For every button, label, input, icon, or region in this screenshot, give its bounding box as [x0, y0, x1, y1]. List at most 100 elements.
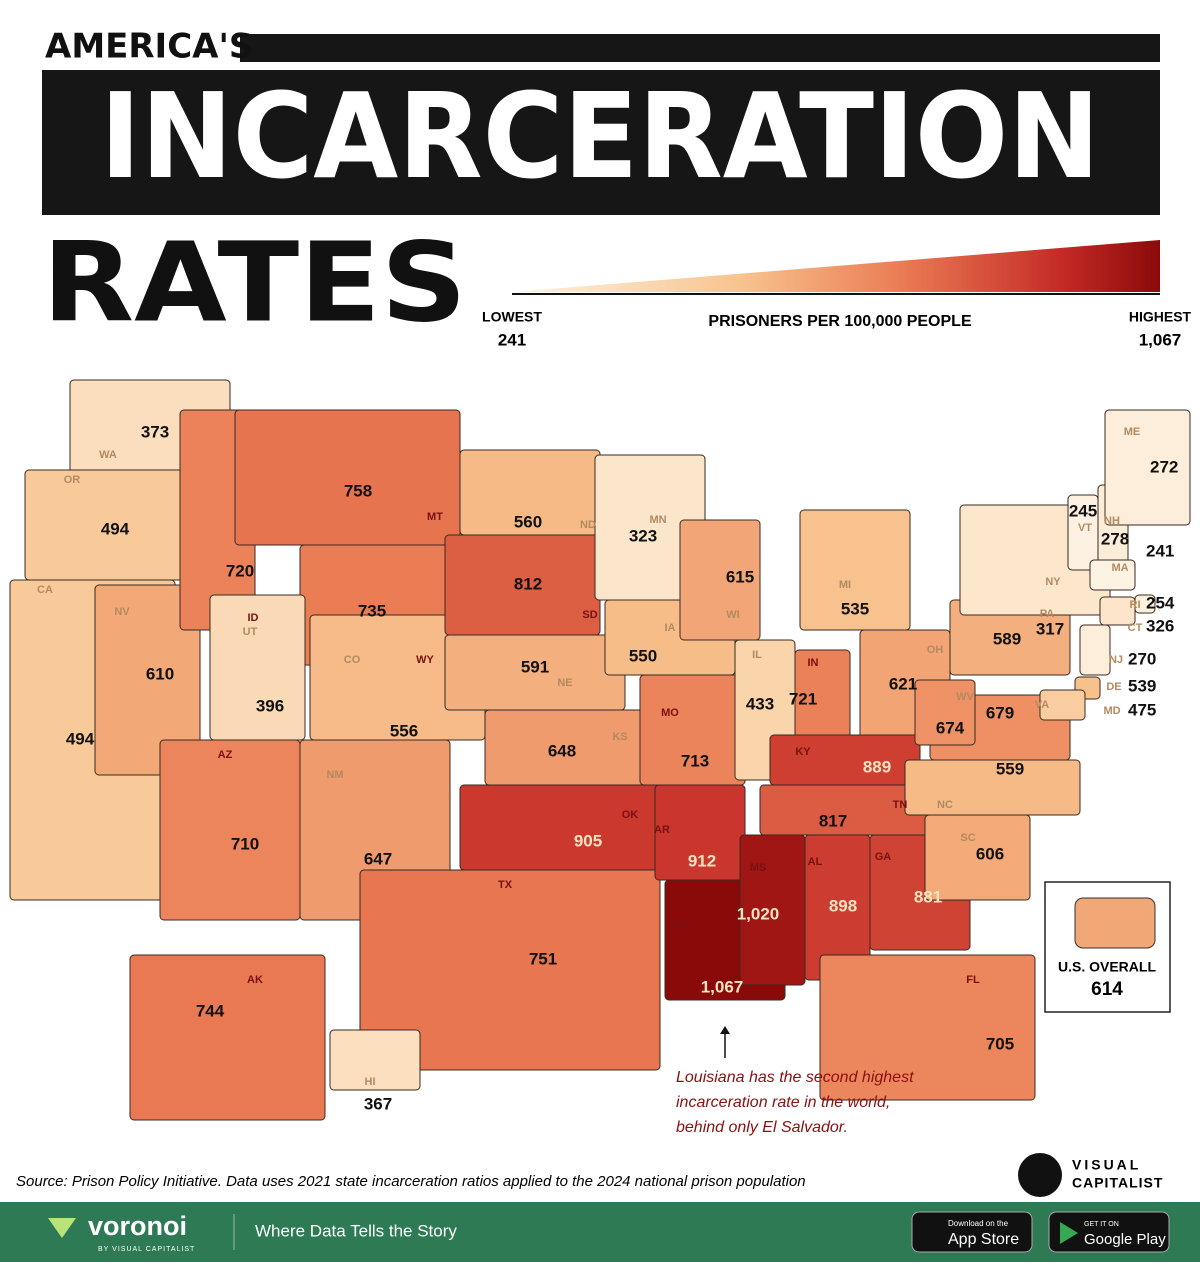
footer-logo: voronoi: [88, 1211, 187, 1241]
state-value: 278: [1101, 529, 1129, 548]
state-value: 721: [789, 689, 817, 708]
legend-low-value: 241: [498, 330, 526, 349]
state-value: 560: [514, 512, 542, 531]
state-abbr: MN: [649, 514, 666, 526]
legend-high-label: HIGHEST: [1129, 309, 1192, 325]
title-bar: [240, 34, 1160, 62]
state-abbr: KY: [795, 746, 811, 758]
state-value: 323: [629, 526, 657, 545]
state-abbr: MA: [1111, 562, 1128, 574]
state-abbr: MI: [839, 579, 851, 591]
state-shape: [1039, 689, 1086, 721]
brand-line2: CAPITALIST: [1072, 1175, 1163, 1191]
state-value: 1,067: [701, 977, 744, 996]
state-shape: [94, 584, 201, 776]
state-shape: [329, 1029, 421, 1091]
state-value: 241: [1146, 541, 1174, 560]
state-abbr: SC: [960, 832, 975, 844]
annotation-line: behind only El Salvador.: [676, 1119, 848, 1136]
state-shape: [1079, 624, 1111, 676]
state-value: 898: [829, 896, 857, 915]
state-abbr: IA: [665, 622, 676, 634]
state-shape: [129, 954, 326, 1121]
state-value: 556: [390, 721, 418, 740]
state-abbr: GA: [875, 851, 892, 863]
state-labels: 373 WA 494 OR 494 CA 610 NV 720 ID 758 MT 735 WY 396 UT…: [37, 422, 1178, 1113]
state-value: 710: [231, 834, 259, 853]
state-abbr: RI: [1130, 599, 1141, 611]
inset-us-shape: [1074, 897, 1156, 949]
state-value: 535: [841, 599, 869, 618]
state-abbr: OH: [927, 644, 944, 656]
state-abbr: VA: [1035, 699, 1050, 711]
state-abbr: NV: [114, 606, 130, 618]
state-value: 1,020: [737, 904, 780, 923]
state-shape: [1099, 596, 1136, 626]
state-abbr: ID: [248, 612, 259, 624]
state-shape: [359, 869, 661, 1071]
state-tiles: [9, 379, 1191, 1121]
state-value: 367: [364, 1094, 392, 1113]
state-abbr: WY: [416, 654, 434, 666]
state-abbr: NH: [1104, 515, 1120, 527]
state-value: 433: [746, 694, 774, 713]
state-abbr: NE: [557, 677, 572, 689]
state-value: 735: [358, 601, 386, 620]
google-small: GET IT ON: [1084, 1221, 1119, 1228]
state-shape: [459, 784, 661, 871]
title-block: [42, 70, 1160, 215]
app-store-text: App Store: [948, 1231, 1019, 1248]
state-value: 912: [688, 851, 716, 870]
state-shape: [1104, 409, 1191, 526]
state-abbr: PA: [1040, 608, 1055, 620]
state-value: 396: [256, 696, 284, 715]
title-line1: AMERICA'S: [45, 27, 253, 67]
state-shape: [914, 679, 976, 746]
state-value: 758: [344, 481, 372, 500]
footer-logo-sub: BY VISUAL CAPITALIST: [98, 1246, 195, 1253]
footer-tagline: Where Data Tells the Story: [255, 1221, 457, 1240]
state-layer: 373 WA 494 OR 494 CA 610 NV 720 ID 758 MT 735 WY 396 UT…: [9, 379, 1191, 1121]
app-store-small: Download on the: [948, 1219, 1009, 1228]
state-abbr: WA: [99, 449, 117, 461]
google-play-icon: [1060, 1222, 1078, 1244]
state-value: 615: [726, 567, 754, 586]
state-abbr: TN: [893, 799, 908, 811]
state-abbr: CO: [344, 654, 361, 666]
state-value: 326: [1146, 616, 1174, 635]
legend-gradient: [512, 240, 1160, 292]
state-shape: [1089, 559, 1136, 591]
state-value: 606: [976, 844, 1004, 863]
state-abbr: WV: [956, 691, 974, 703]
state-value: 744: [196, 1001, 225, 1020]
title-line3: RATES: [42, 218, 467, 346]
state-abbr: UT: [243, 626, 258, 638]
state-abbr: NY: [1045, 576, 1061, 588]
app-store-button[interactable]: [911, 1211, 1033, 1253]
annotation-line: incarceration rate in the world,: [676, 1094, 890, 1111]
state-shape: [679, 519, 761, 641]
state-value: 674: [936, 718, 965, 737]
inset-label: U.S. OVERALL: [1058, 959, 1156, 975]
state-shape: [904, 759, 1081, 816]
state-value: 648: [548, 741, 576, 760]
state-abbr: MO: [661, 707, 679, 719]
state-abbr: MS: [750, 862, 767, 874]
state-value: 475: [1128, 700, 1156, 719]
state-value: 272: [1150, 457, 1178, 476]
state-value: 494: [66, 729, 95, 748]
state-abbr: TX: [498, 879, 513, 891]
state-value: 539: [1128, 676, 1156, 695]
state-value: 270: [1128, 649, 1156, 668]
legend-low-label: LOWEST: [482, 309, 542, 325]
google-play-button[interactable]: [1048, 1211, 1170, 1253]
state-abbr: VT: [1078, 522, 1092, 534]
state-value: 889: [863, 757, 891, 776]
state-value: 751: [529, 949, 557, 968]
brand-logo: [1018, 1153, 1062, 1197]
state-abbr: ME: [1124, 426, 1141, 438]
state-shape: [769, 734, 921, 786]
state-value: 621: [889, 674, 917, 693]
state-shape: [819, 954, 1036, 1101]
